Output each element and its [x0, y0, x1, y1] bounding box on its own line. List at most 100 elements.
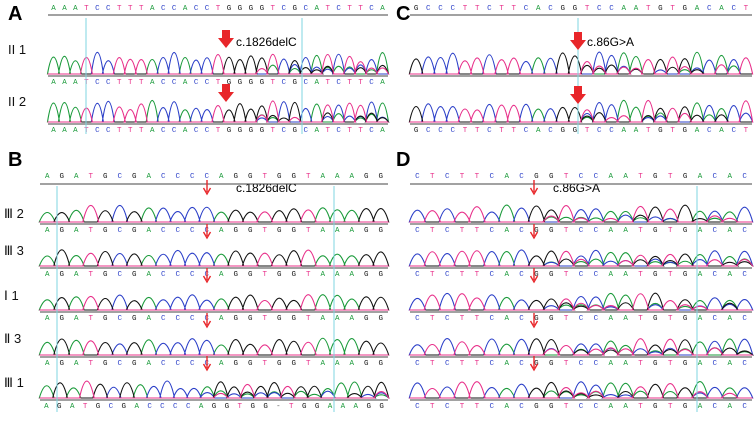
panel-b-arrow-3	[202, 275, 212, 284]
panel-d-row3-trace-G	[409, 292, 753, 311]
panel-a-row2-base: T	[128, 127, 133, 135]
panel-b-row2-base: G	[248, 271, 253, 279]
panel-c-top-base: C	[524, 5, 529, 13]
panel-b-row1-base: T	[263, 227, 268, 235]
panel-a-row1-base: T	[84, 79, 89, 87]
panel-b-row5-base: C	[160, 403, 165, 411]
panel-b-row3-base: G	[234, 315, 239, 323]
panel-a-top-base: G	[227, 5, 232, 13]
panel-d-top-base: A	[623, 173, 628, 181]
panel-letter-a: A	[8, 3, 22, 25]
panel-d-top-base: C	[742, 173, 747, 181]
panel-a-row1-trace-C	[47, 51, 389, 75]
panel-b-row4-base: A	[321, 360, 326, 368]
panel-a-top-base: C	[369, 5, 374, 13]
panel-b-row1-base: A	[321, 227, 326, 235]
panel-d-row3-base: C	[742, 315, 747, 323]
panel-d-row5-base: A	[698, 403, 703, 411]
panel-c-top-base: G	[658, 5, 663, 13]
panel-c-top-base: G	[414, 5, 419, 13]
panel-d-row5-base: C	[742, 403, 747, 411]
panel-b-top-base: G	[103, 173, 108, 181]
panel-b-row2-base: A	[335, 271, 340, 279]
panel-b-row5-base: C	[186, 403, 191, 411]
panel-a-row2-base: A	[380, 127, 385, 135]
panel-b-row2-base: C	[118, 271, 123, 279]
panel-c-top-base: T	[744, 5, 749, 13]
panel-d-row5-base: A	[623, 403, 628, 411]
panel-d-top-base: G	[534, 173, 539, 181]
panel-a-top-base: C	[205, 5, 210, 13]
panel-a-top-base: A	[73, 5, 78, 13]
row-label-a2: II 2	[8, 94, 26, 109]
panel-d-row3-base: C	[519, 315, 524, 323]
panel-b-row3-base: T	[306, 315, 311, 323]
panel-b-row4-base: T	[263, 360, 268, 368]
panel-d-row2-base: G	[683, 271, 688, 279]
panel-b-row5-trace-T	[39, 380, 390, 399]
panel-c-row2-base: G	[560, 127, 565, 135]
panel-b-row1-base: G	[60, 227, 65, 235]
panel-d-row1-base: C	[445, 227, 450, 235]
panel-d-row3-base: G	[683, 315, 688, 323]
panel-a-row2-base: T	[117, 127, 122, 135]
panel-d-row3-base: A	[727, 315, 732, 323]
panel-d-top-base: A	[698, 173, 703, 181]
panel-c-top-base: C	[438, 5, 443, 13]
panel-b-row2-base: A	[45, 271, 50, 279]
panel-b-top-base: A	[335, 173, 340, 181]
panel-b-row2-base: A	[350, 271, 355, 279]
panel-b-row4-base: G	[277, 360, 282, 368]
panel-b-row3-base: C	[190, 315, 195, 323]
panel-b-row1-base: G	[132, 227, 137, 235]
panel-d-row2-base: A	[504, 271, 509, 279]
panel-a-row2-base: A	[314, 127, 319, 135]
panel-a-row2-base: C	[172, 127, 177, 135]
panel-a-top-base: G	[260, 5, 265, 13]
panel-b-row2-base: G	[132, 271, 137, 279]
panel-d-row5-trace-A	[409, 381, 753, 399]
panel-a-top-base: A	[380, 5, 385, 13]
panel-c-top-base: C	[487, 5, 492, 13]
panel-a-row2-base: G	[249, 127, 254, 135]
panel-d-top-base: G	[653, 173, 658, 181]
panel-b-row2-trace-T	[39, 249, 389, 267]
panel-a-row2-base: A	[183, 127, 188, 135]
panel-d-row5-base: C	[490, 403, 495, 411]
panel-b-row3-base: A	[335, 315, 340, 323]
panel-b-row4-base: G	[292, 360, 297, 368]
panel-b-row5-base: G	[250, 403, 255, 411]
panel-b-arrow-4	[202, 320, 212, 329]
panel-a-row2-base: G	[260, 127, 265, 135]
panel-b-row4-base: G	[60, 360, 65, 368]
panel-c-top-base: A	[719, 5, 724, 13]
panel-b-row1-base: G	[292, 227, 297, 235]
panel-c-row2-trace-T	[409, 99, 754, 123]
panel-b-row3-base: T	[263, 315, 268, 323]
panel-b-row4-trace-T	[39, 340, 389, 356]
panel-d-row4-base: G	[549, 360, 554, 368]
panel-d-row5-base: A	[727, 403, 732, 411]
panel-b-row2-base: C	[161, 271, 166, 279]
panel-b-top-base: G	[292, 173, 297, 181]
panel-d-top-base: G	[683, 173, 688, 181]
panel-b-row3-base: A	[45, 315, 50, 323]
panel-b-row2-base: G	[379, 271, 384, 279]
panel-d-row3-base: C	[415, 315, 420, 323]
panel-c-row2-base: C	[548, 127, 553, 135]
panel-b-row1-base: T	[306, 227, 311, 235]
panel-d-top-base: T	[638, 173, 643, 181]
panel-c-top-base: C	[426, 5, 431, 13]
panel-a-row2-base: T	[216, 127, 221, 135]
panel-b-row2-base: A	[219, 271, 224, 279]
panel-c-row2-base: T	[646, 127, 651, 135]
panel-a-row2-base: T	[358, 127, 363, 135]
panel-d-row3-base: T	[668, 315, 673, 323]
panel-b-row4-base: T	[89, 360, 94, 368]
panel-b-row1-base: G	[277, 227, 282, 235]
panel-d-row4-base: G	[534, 360, 539, 368]
panel-a-row1-base: G	[249, 79, 254, 87]
panel-d-row1-base: C	[490, 227, 495, 235]
panel-a-top-base: G	[249, 5, 254, 13]
panel-a-row1-base: T	[325, 79, 330, 87]
